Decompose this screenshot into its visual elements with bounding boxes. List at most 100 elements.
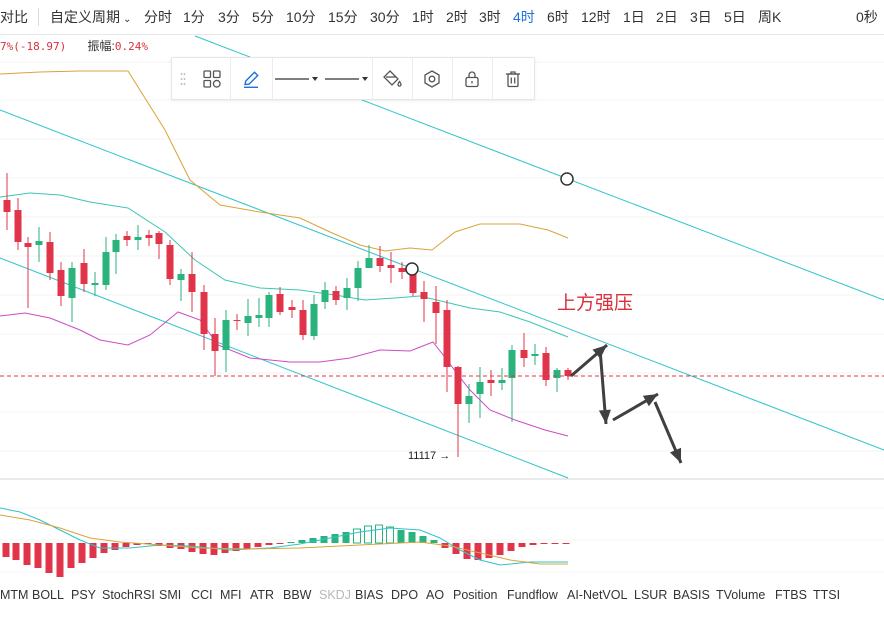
candle-body (376, 258, 384, 266)
period-tab[interactable]: 2日 (656, 9, 678, 25)
macd-bar (287, 542, 295, 543)
candle (3, 173, 11, 230)
indicator-tab[interactable]: FTBS (775, 588, 807, 602)
resistance-annotation: 上方强压 (557, 292, 633, 314)
indicator-tab[interactable]: BOLL (32, 588, 64, 602)
lock-icon[interactable] (452, 58, 492, 99)
macd-bar (243, 543, 251, 549)
arrow-head (598, 409, 611, 424)
period-tab[interactable]: 3分 (218, 9, 240, 25)
macd-bar (452, 543, 460, 554)
candle (454, 366, 462, 457)
macd-bar (309, 538, 317, 543)
period-tab[interactable]: 2时 (446, 9, 468, 25)
candle-body (387, 265, 395, 268)
compare-button[interactable]: 对比 (0, 9, 28, 25)
candle (487, 370, 495, 396)
macd-bar (12, 543, 20, 560)
period-tab[interactable]: 3日 (690, 9, 712, 25)
period-tab[interactable]: 1时 (412, 9, 434, 25)
period-tab[interactable]: 12时 (581, 9, 611, 25)
macd-bar (89, 543, 97, 558)
candle-body (420, 292, 428, 299)
indicator-tab[interactable]: MTM (0, 588, 29, 602)
indicator-tab[interactable]: DPO (391, 588, 419, 602)
period-tab[interactable]: 5日 (724, 9, 746, 25)
indicator-tab[interactable]: TVolume (716, 588, 766, 602)
period-tab[interactable]: 6时 (547, 9, 569, 25)
countdown-timer: 0秒 (856, 9, 878, 25)
indicator-bar: MTM BOLL PSY StochRSI SMI CCI MFI ATR BBW SKDJ BIA… (0, 583, 884, 607)
period-tab[interactable]: 1日 (623, 9, 645, 25)
indicator-tab[interactable]: ATR (250, 588, 275, 602)
arrow-head (669, 447, 682, 463)
macd-bar (111, 543, 119, 550)
candle (123, 231, 131, 246)
period-tab[interactable]: 15分 (328, 9, 358, 25)
layout-icon[interactable] (194, 58, 230, 99)
indicator-tab[interactable]: PSY (71, 588, 97, 602)
pencil-icon[interactable] (230, 58, 272, 99)
custom-period-label: 自定义周期 (50, 9, 120, 25)
candle-body (68, 268, 76, 298)
indicator-tab[interactable]: StochRSI (102, 588, 155, 602)
indicator-tab[interactable]: SMI (159, 588, 182, 602)
candle-body (265, 295, 273, 318)
indicator-tab[interactable]: AO (426, 588, 445, 602)
projection-arrows (570, 343, 683, 464)
fill-color-icon[interactable] (372, 58, 412, 99)
candle (508, 345, 516, 422)
candle (321, 282, 329, 309)
candle (57, 262, 65, 306)
indicator-tab[interactable]: BBW (283, 588, 312, 602)
trash-icon[interactable] (492, 58, 534, 99)
indicator-tab[interactable]: Position (453, 588, 498, 602)
period-tab[interactable]: 分时 (144, 9, 172, 25)
period-tab[interactable]: 10分 (286, 9, 316, 25)
macd-bar (485, 543, 493, 558)
candle (365, 245, 373, 268)
candle (177, 269, 185, 301)
period-tab[interactable]: 1分 (183, 9, 205, 25)
macd-bar (507, 543, 515, 551)
line-width-dropdown[interactable] (322, 58, 372, 99)
candle (387, 252, 395, 283)
period-tab[interactable]: 4时 (513, 9, 535, 25)
macd-bar (23, 543, 31, 565)
candle (80, 249, 88, 292)
indicator-tab[interactable]: LSUR (634, 588, 668, 602)
candle-body (35, 241, 43, 245)
indicator-tab[interactable]: TTSI (813, 588, 841, 602)
period-tab[interactable]: 周K (758, 9, 782, 25)
candle (211, 318, 219, 376)
candle-body (177, 274, 185, 280)
indicator-tab[interactable]: SKDJ (319, 588, 351, 602)
macd-bar (210, 543, 218, 555)
toolbar-drag-handle[interactable] (172, 58, 194, 99)
macd-bar (122, 543, 130, 547)
candle-body (520, 350, 528, 358)
chart-canvas[interactable]: 上方强压 11117 → (0, 0, 884, 583)
indicator-tab[interactable]: BIAS (355, 588, 384, 602)
candle (465, 384, 473, 423)
chevron-down-icon: ⌄ (123, 14, 132, 25)
indicator-tab[interactable]: AI-NetVOL (567, 588, 628, 602)
indicator-tab[interactable]: CCI (191, 588, 213, 602)
candle (68, 262, 76, 322)
period-bar: 对比 自定义周期 ⌄ 分时 1分 3分 5分 10分 15分 30分 1时 2时 3时 4时 6时 12时 1日… (0, 0, 884, 35)
candle-body (531, 354, 539, 356)
custom-period-dropdown[interactable]: 自定义周期 ⌄ (50, 0, 131, 34)
candle-body (553, 370, 561, 378)
period-tab[interactable]: 30分 (370, 9, 400, 25)
macd-bar (56, 543, 64, 577)
period-tab[interactable]: 5分 (252, 9, 274, 25)
indicator-tab[interactable]: BASIS (673, 588, 710, 602)
indicator-tab[interactable]: Fundflow (507, 588, 558, 602)
candle (112, 234, 120, 274)
line-style-dropdown[interactable] (272, 58, 322, 99)
candle-body (233, 320, 241, 321)
indicator-tab[interactable]: MFI (220, 588, 242, 602)
period-tab[interactable]: 3时 (479, 9, 501, 25)
settings-hexagon-icon[interactable] (412, 58, 452, 99)
candle (222, 310, 230, 372)
